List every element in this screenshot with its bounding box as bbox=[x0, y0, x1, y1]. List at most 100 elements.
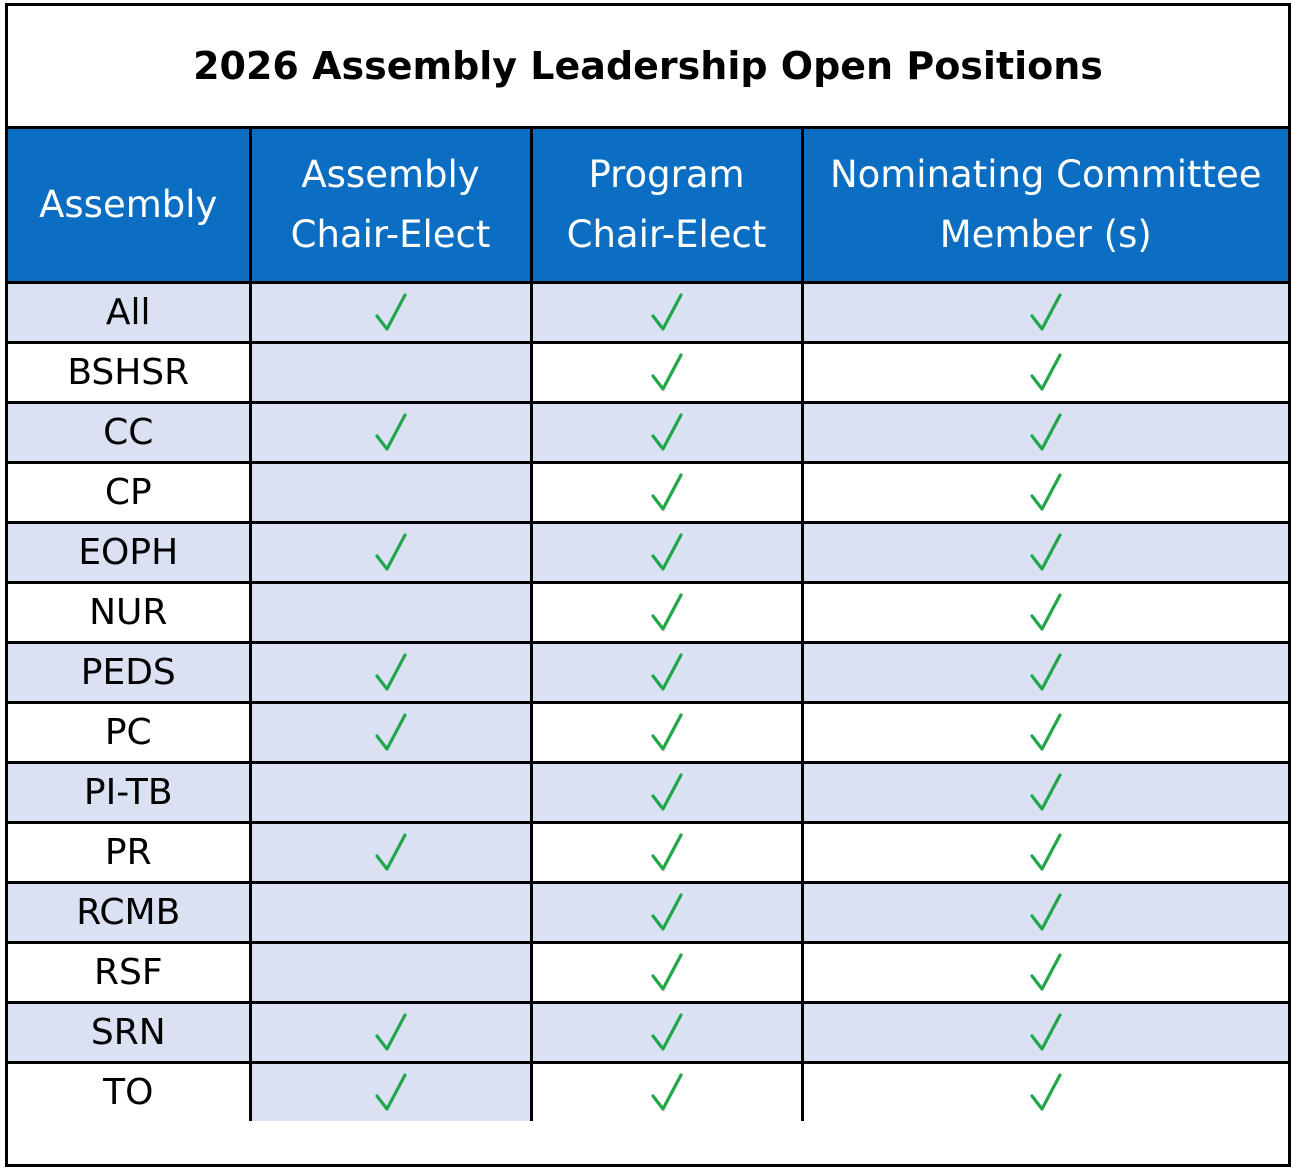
table-row: TO bbox=[8, 1061, 1288, 1121]
program-chair-elect-cell bbox=[529, 941, 804, 1004]
assembly-chair-elect-cell bbox=[248, 881, 533, 944]
check-mark-icon bbox=[374, 652, 408, 694]
check-mark-icon bbox=[650, 772, 684, 814]
table-row: PR bbox=[8, 821, 1288, 884]
header-nominating-committee-line2: Member (s) bbox=[939, 213, 1152, 256]
assembly-chair-elect-cell bbox=[248, 581, 533, 644]
assembly-chair-elect-cell bbox=[248, 281, 533, 344]
table-row: CC bbox=[8, 401, 1288, 464]
header-assembly-chair-elect-line2: Chair-Elect bbox=[290, 213, 491, 256]
check-mark-icon bbox=[374, 1072, 408, 1114]
nominating-committee-cell bbox=[800, 281, 1288, 344]
check-mark-icon bbox=[650, 1012, 684, 1054]
assembly-name-cell: PEDS bbox=[8, 641, 252, 704]
positions-table: Assembly Assembly Chair-Elect Program Ch… bbox=[8, 129, 1288, 1121]
program-chair-elect-cell bbox=[529, 401, 804, 464]
assembly-chair-elect-cell bbox=[248, 761, 533, 824]
assembly-name-cell: CP bbox=[8, 461, 252, 524]
table-row: PC bbox=[8, 701, 1288, 764]
check-mark-icon bbox=[650, 292, 684, 334]
assembly-name-cell: PR bbox=[8, 821, 252, 884]
check-mark-icon bbox=[650, 952, 684, 994]
assembly-name-cell: NUR bbox=[8, 581, 252, 644]
header-assembly: Assembly bbox=[8, 129, 252, 284]
check-mark-icon bbox=[374, 1012, 408, 1054]
nominating-committee-cell bbox=[800, 521, 1288, 584]
nominating-committee-cell bbox=[800, 701, 1288, 764]
header-program-chair-elect-line1: Program bbox=[588, 153, 745, 196]
nominating-committee-cell bbox=[800, 461, 1288, 524]
check-mark-icon bbox=[1029, 532, 1063, 574]
check-mark-icon bbox=[650, 892, 684, 934]
check-mark-icon bbox=[374, 412, 408, 454]
check-mark-icon bbox=[1029, 952, 1063, 994]
assembly-chair-elect-cell bbox=[248, 461, 533, 524]
assembly-name-cell: PI-TB bbox=[8, 761, 252, 824]
check-mark-icon bbox=[650, 652, 684, 694]
check-mark-icon bbox=[1029, 352, 1063, 394]
check-mark-icon bbox=[374, 292, 408, 334]
program-chair-elect-cell bbox=[529, 641, 804, 704]
nominating-committee-cell bbox=[800, 941, 1288, 1004]
nominating-committee-cell bbox=[800, 821, 1288, 884]
check-mark-icon bbox=[1029, 772, 1063, 814]
table-row: BSHSR bbox=[8, 341, 1288, 404]
assembly-name-cell: All bbox=[8, 281, 252, 344]
check-mark-icon bbox=[1029, 412, 1063, 454]
check-mark-icon bbox=[650, 592, 684, 634]
nominating-committee-cell bbox=[800, 881, 1288, 944]
assembly-name-cell: CC bbox=[8, 401, 252, 464]
header-nominating-committee-line1: Nominating Committee bbox=[829, 153, 1262, 196]
check-mark-icon bbox=[650, 532, 684, 574]
nominating-committee-cell bbox=[800, 401, 1288, 464]
assembly-name-cell: RCMB bbox=[8, 881, 252, 944]
assembly-chair-elect-cell bbox=[248, 1001, 533, 1064]
program-chair-elect-cell bbox=[529, 1061, 804, 1121]
table-title: 2026 Assembly Leadership Open Positions bbox=[8, 6, 1288, 129]
header-program-chair-elect-line2: Chair-Elect bbox=[566, 213, 767, 256]
assembly-chair-elect-cell bbox=[248, 401, 533, 464]
check-mark-icon bbox=[1029, 292, 1063, 334]
table-row: RSF bbox=[8, 941, 1288, 1004]
positions-table-frame: 2026 Assembly Leadership Open Positions … bbox=[5, 3, 1291, 1167]
program-chair-elect-cell bbox=[529, 341, 804, 404]
program-chair-elect-cell bbox=[529, 581, 804, 644]
header-program-chair-elect: Program Chair-Elect bbox=[529, 129, 804, 284]
assembly-chair-elect-cell bbox=[248, 941, 533, 1004]
check-mark-icon bbox=[1029, 892, 1063, 934]
assembly-chair-elect-cell bbox=[248, 521, 533, 584]
check-mark-icon bbox=[650, 352, 684, 394]
table-row: NUR bbox=[8, 581, 1288, 644]
check-mark-icon bbox=[650, 712, 684, 754]
assembly-name-cell: RSF bbox=[8, 941, 252, 1004]
check-mark-icon bbox=[374, 712, 408, 754]
check-mark-icon bbox=[374, 532, 408, 574]
header-row: Assembly Assembly Chair-Elect Program Ch… bbox=[8, 129, 1288, 284]
check-mark-icon bbox=[650, 1072, 684, 1114]
assembly-chair-elect-cell bbox=[248, 1061, 533, 1121]
header-assembly-label: Assembly bbox=[39, 183, 218, 226]
table-row: All bbox=[8, 281, 1288, 344]
program-chair-elect-cell bbox=[529, 821, 804, 884]
assembly-name-cell: TO bbox=[8, 1061, 252, 1121]
program-chair-elect-cell bbox=[529, 761, 804, 824]
program-chair-elect-cell bbox=[529, 1001, 804, 1064]
assembly-name-cell: BSHSR bbox=[8, 341, 252, 404]
table-body: All BSHSR CC CP EOPH NUR PEDS PC PI-TB PR RCMB RSF S… bbox=[8, 281, 1288, 1121]
program-chair-elect-cell bbox=[529, 881, 804, 944]
assembly-chair-elect-cell bbox=[248, 341, 533, 404]
program-chair-elect-cell bbox=[529, 461, 804, 524]
check-mark-icon bbox=[374, 832, 408, 874]
assembly-name-cell: EOPH bbox=[8, 521, 252, 584]
program-chair-elect-cell bbox=[529, 701, 804, 764]
check-mark-icon bbox=[1029, 472, 1063, 514]
check-mark-icon bbox=[650, 472, 684, 514]
table-row: PI-TB bbox=[8, 761, 1288, 824]
table-row: EOPH bbox=[8, 521, 1288, 584]
check-mark-icon bbox=[1029, 832, 1063, 874]
nominating-committee-cell bbox=[800, 581, 1288, 644]
table-row: SRN bbox=[8, 1001, 1288, 1064]
assembly-chair-elect-cell bbox=[248, 821, 533, 884]
table-row: RCMB bbox=[8, 881, 1288, 944]
assembly-chair-elect-cell bbox=[248, 701, 533, 764]
